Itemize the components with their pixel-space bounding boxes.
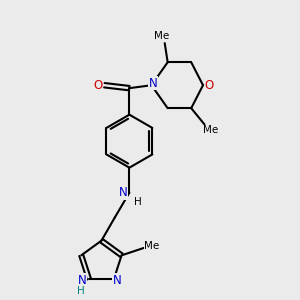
Text: N: N	[78, 274, 87, 287]
Text: H: H	[134, 196, 142, 206]
Text: Me: Me	[203, 125, 218, 135]
Text: H: H	[77, 286, 85, 296]
Text: Me: Me	[144, 241, 160, 250]
Text: O: O	[205, 79, 214, 92]
Text: O: O	[93, 79, 103, 92]
Text: N: N	[112, 274, 121, 287]
Text: N: N	[148, 77, 157, 90]
Text: N: N	[118, 186, 127, 199]
Text: Me: Me	[154, 31, 170, 41]
